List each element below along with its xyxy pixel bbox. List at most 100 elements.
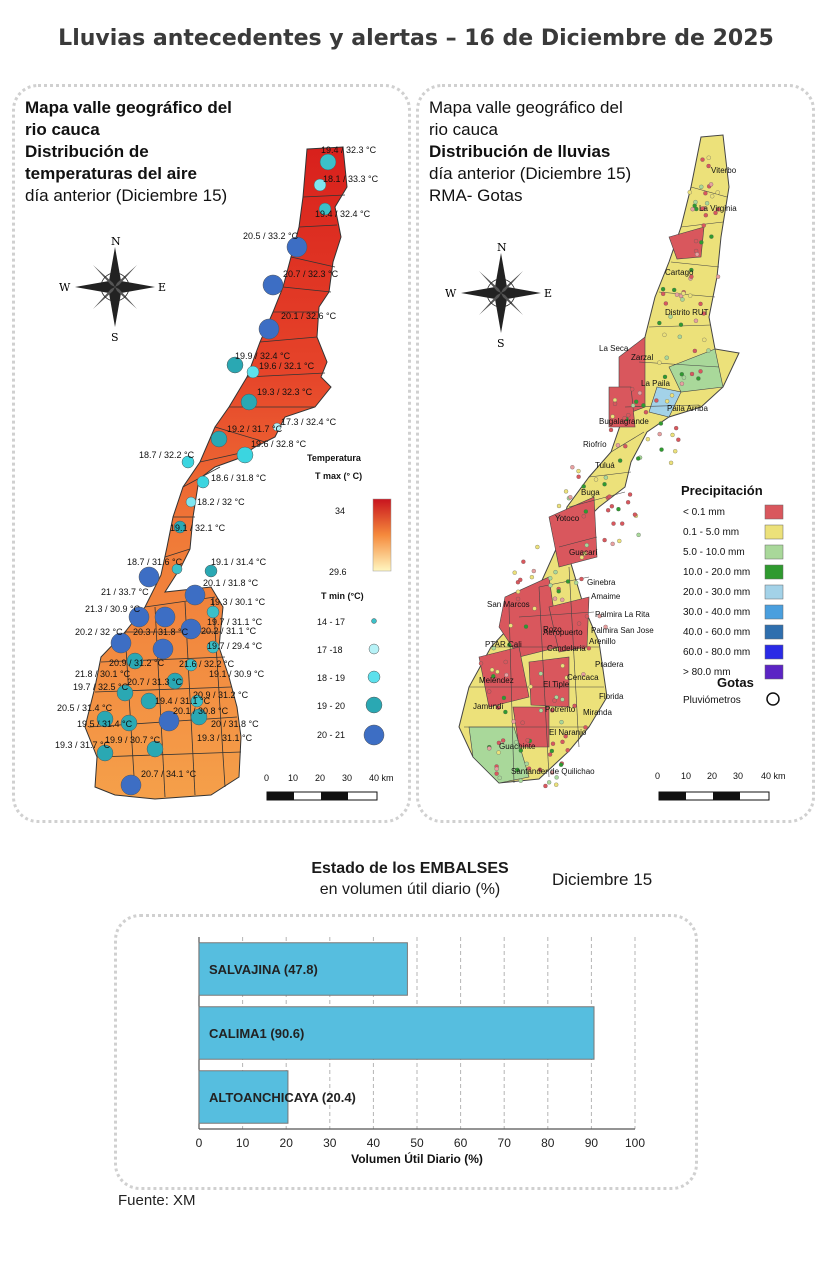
precip-class-swatch xyxy=(764,664,784,680)
reservoir-bar xyxy=(198,1006,595,1060)
rain-gauge-dot xyxy=(657,360,662,365)
rain-gauge-dot xyxy=(679,381,685,386)
precip-class-swatch xyxy=(764,604,784,620)
station-label: 19.3 / 30.1 °C xyxy=(210,597,266,607)
voronoi-lines xyxy=(88,194,346,798)
rain-gauge-dot xyxy=(495,669,500,674)
tmax-legend-title-1: Temperatura xyxy=(307,453,362,463)
rain-gauge-dot xyxy=(568,495,573,500)
scale-label: 10 xyxy=(288,773,298,783)
rain-gauge-dot xyxy=(552,698,557,703)
rain-gauge-dot xyxy=(579,576,584,582)
rain-gauge-dot xyxy=(518,577,523,582)
place-label: Guachinte xyxy=(499,742,536,751)
rain-gauge-dot xyxy=(660,286,666,292)
rain-gauge-dot xyxy=(672,287,677,293)
station-label: 19.3 / 31.1 °C xyxy=(197,733,253,743)
heading-line-2: rio cauca xyxy=(429,120,498,139)
station-label: 20.5 / 31.4 °C xyxy=(57,703,113,713)
station-label: 19.6 / 32.8 °C xyxy=(251,439,307,449)
rain-gauge-dot xyxy=(583,725,588,730)
rain-gauge-dot xyxy=(637,390,642,396)
rain-gauge-dot xyxy=(478,661,484,666)
rain-gauge-dot xyxy=(520,720,525,725)
rain-gauge-dot xyxy=(698,301,703,307)
place-label: Palmira San Jose xyxy=(591,626,654,635)
rain-gauge-dot xyxy=(668,314,673,319)
station-label: 19.2 / 31.7 °C xyxy=(227,424,283,434)
rain-gauge-dot xyxy=(584,614,590,619)
rain-gauge-dot xyxy=(574,580,579,585)
rain-gauge-dot xyxy=(487,689,492,694)
rain-gauge-dot xyxy=(548,576,553,581)
station-label: 18.7 / 31.6 °C xyxy=(127,557,183,567)
rain-gauge-dot xyxy=(689,274,694,279)
rain-gauge-dot xyxy=(556,589,561,594)
rain-gauge-dot xyxy=(663,301,668,306)
rain-gauge-dot xyxy=(668,460,674,465)
station-label: 21.6 / 32.2 °C xyxy=(179,659,235,669)
tmin-class-label: 19 - 20 xyxy=(317,701,345,711)
tmin-legend-title: T min (°C) xyxy=(321,591,364,601)
x-tick-label: 20 xyxy=(280,1136,294,1150)
place-label: Aeropuerto xyxy=(543,628,583,637)
heading-line-1: Mapa valle geográfico del xyxy=(429,98,623,117)
precip-class-label: 10.0 - 20.0 mm xyxy=(683,567,750,578)
rain-gauge-dot xyxy=(636,532,641,538)
precip-class-label: 20.0 - 30.0 mm xyxy=(683,587,750,598)
rain-gauge-dot xyxy=(531,568,536,574)
rain-gauge-dot xyxy=(657,320,662,326)
rain-gauge-dot xyxy=(496,705,501,710)
rain-gauge-dot xyxy=(583,509,588,514)
rain-gauge-dots xyxy=(478,155,721,789)
rain-gauge-dot xyxy=(676,437,681,442)
rain-gauge-dot xyxy=(581,484,586,489)
rain-gauge-dot xyxy=(693,199,698,205)
temperature-map-panel: Mapa valle geográfico del rio cauca Dist… xyxy=(12,84,411,823)
station-label: 19.1 / 31.4 °C xyxy=(211,557,267,567)
rain-gauge-dot xyxy=(629,387,635,392)
reservoirs-date: Diciembre 15 xyxy=(552,870,653,889)
rain-gauge-dot xyxy=(581,672,586,677)
rain-gauge-dot xyxy=(493,677,498,682)
precip-class-label: 60.0 - 80.0 mm xyxy=(683,647,750,658)
rain-gauge-dot xyxy=(560,697,565,702)
rain-gauge-dot xyxy=(610,414,615,419)
place-label: La Seca xyxy=(599,344,629,353)
rain-gauge-dot xyxy=(710,194,715,199)
precip-class-label: 5.0 - 10.0 mm xyxy=(683,547,745,558)
rain-gauge-dot xyxy=(515,596,521,602)
station-label: 17.3 / 32.4 °C xyxy=(281,417,337,427)
rain-gauge-dot xyxy=(550,741,556,746)
rain-gauge-dot xyxy=(550,708,555,713)
rain-gauge-dot xyxy=(689,267,694,273)
rain-gauge-dot xyxy=(625,500,631,505)
station-label: 20.7 / 32.3 °C xyxy=(283,269,339,279)
rain-gauge-dot xyxy=(689,371,695,377)
place-label: Viterbo xyxy=(711,166,737,175)
station-label: 18.6 / 31.8 °C xyxy=(211,473,267,483)
tmin-class-label: 17 -18 xyxy=(317,645,343,655)
rain-gauge-dot xyxy=(494,771,499,776)
station-label: 20.7 / 31.3 °C xyxy=(127,677,183,687)
temperature-map: 19.4 / 32.3 °C 18.1 / 33.3 °C 19.4 / 32.… xyxy=(55,145,394,801)
page-title: Lluvias antecedentes y alertas – 16 de D… xyxy=(58,26,774,51)
station-label: 20 / 31.8 °C xyxy=(211,719,259,729)
x-tick-label: 90 xyxy=(585,1136,599,1150)
place-label: Buga xyxy=(581,488,600,497)
rain-gauge-dot xyxy=(572,703,577,709)
place-label: La Paila xyxy=(641,379,670,388)
heading-line-5: día anterior (Diciembre 15) xyxy=(25,186,228,205)
reservoir-bar xyxy=(198,1070,289,1124)
rainfall-map: Viterbo La Virginia Cartago Distrito RUT… xyxy=(445,134,786,801)
rain-gauge-dot xyxy=(570,465,575,470)
station-label: 18.1 / 33.3 °C xyxy=(323,174,379,184)
rain-gauge-dot xyxy=(713,210,718,216)
rain-gauge-dot xyxy=(690,207,695,212)
rain-gauge-dot xyxy=(554,782,559,787)
rain-gauge-dot xyxy=(612,397,618,403)
rain-gauge-dot xyxy=(618,458,623,463)
reservoirs-title-line-1: Estado de los EMBALSES xyxy=(311,860,509,877)
reservoir-bar xyxy=(198,942,408,996)
rain-gauge-dot xyxy=(662,374,668,380)
